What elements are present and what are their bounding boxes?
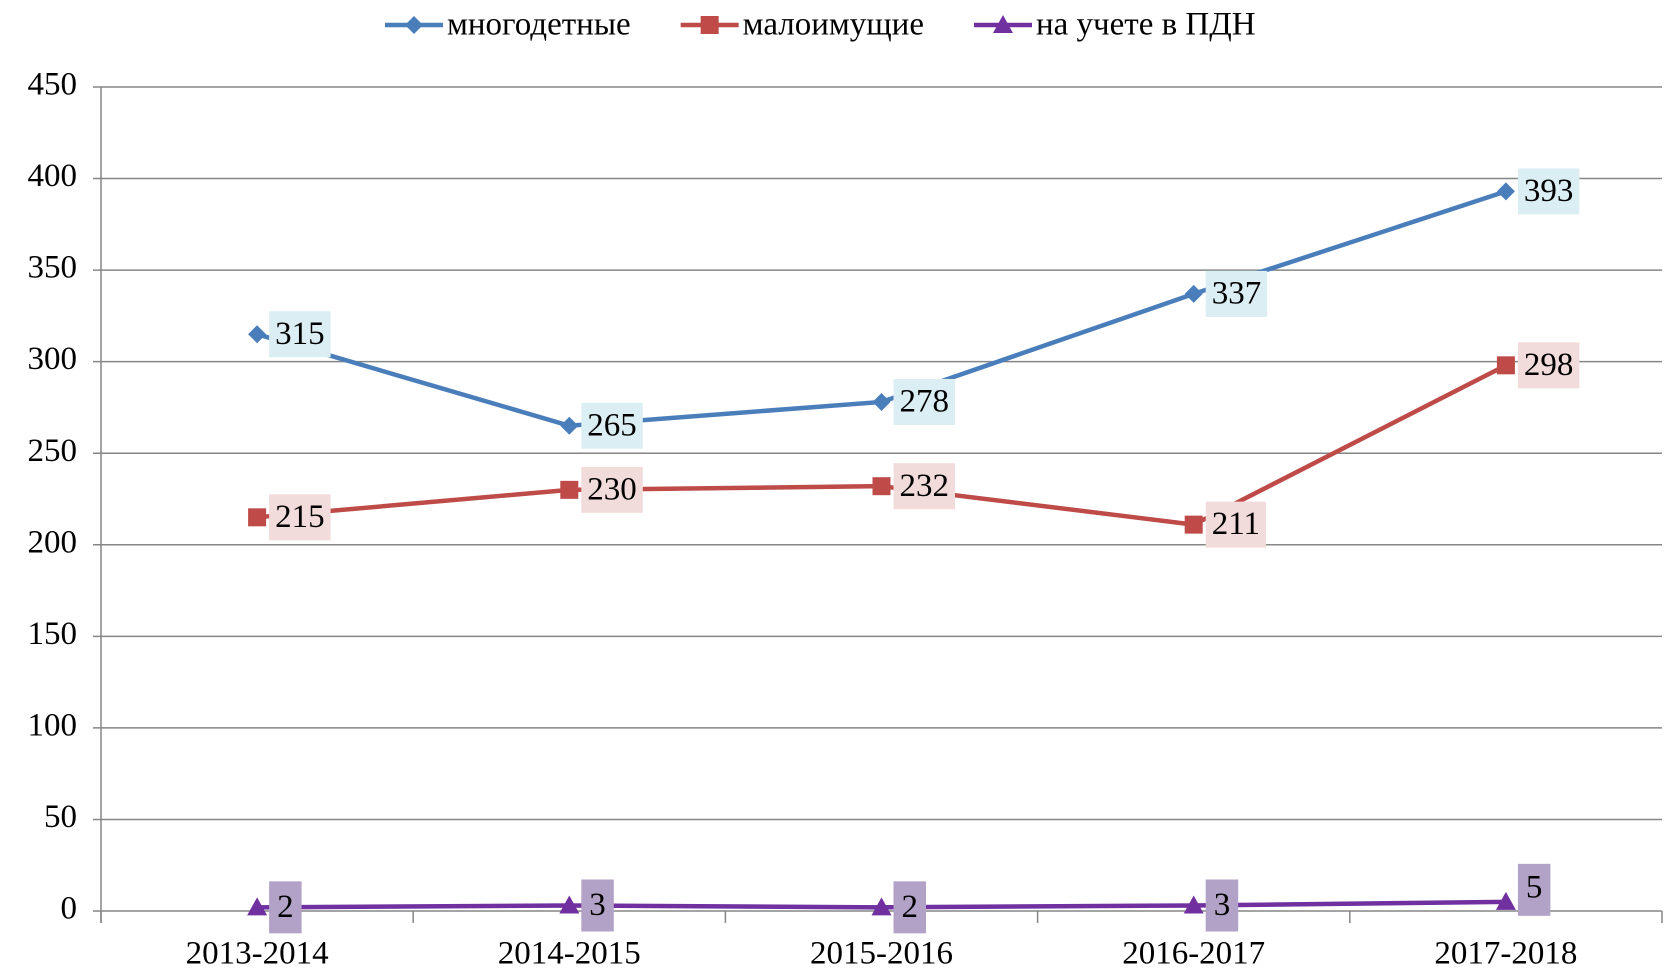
data-label-bg: [893, 881, 926, 934]
data-label-bg: [269, 311, 331, 358]
marker: [1496, 356, 1515, 375]
marker: [1183, 895, 1204, 914]
data-label: 3: [1214, 887, 1231, 923]
y-tick-label: 300: [28, 341, 78, 377]
data-label-group: 315: [269, 311, 331, 358]
marker: [1496, 182, 1515, 201]
data-label: 3: [589, 887, 606, 923]
data-label-group: 265: [581, 402, 643, 449]
data-label: 265: [587, 407, 637, 443]
data-label-group: 337: [1205, 270, 1268, 317]
data-label-group: 393: [1517, 168, 1580, 215]
legend-label: многодетные: [447, 7, 631, 43]
marker: [560, 416, 579, 435]
data-label: 298: [1524, 347, 1574, 383]
marker: [559, 895, 580, 914]
marker: [1184, 515, 1203, 534]
data-label-group: 2: [893, 881, 926, 934]
data-label-bg: [269, 494, 331, 541]
x-tick-label: 2015-2016: [810, 936, 953, 972]
marker: [1495, 891, 1516, 910]
data-label: 211: [1212, 506, 1260, 542]
data-label-group: 278: [893, 378, 955, 425]
y-tick-label: 150: [28, 616, 78, 652]
data-label-bg: [1205, 879, 1239, 932]
data-label: 337: [1212, 275, 1262, 311]
data-label-bg: [1517, 342, 1580, 389]
series-line: [256, 189, 1507, 429]
marker: [560, 480, 579, 499]
data-label: 315: [275, 316, 325, 352]
data-label-bg: [581, 879, 614, 932]
marker: [872, 392, 891, 411]
data-label-group: 215: [269, 494, 331, 541]
data-label-bg: [1517, 863, 1551, 916]
x-tick-label: 2016-2017: [1122, 936, 1265, 972]
data-label-group: 298: [1517, 342, 1580, 389]
data-label-bg: [893, 463, 955, 510]
data-label-group: 3: [581, 879, 614, 932]
data-label-bg: [581, 402, 643, 449]
data-label: 230: [587, 471, 637, 507]
x-tick-label: 2014-2015: [498, 936, 641, 972]
marker: [248, 508, 267, 527]
data-label: 232: [900, 468, 950, 504]
data-label-group: 230: [581, 466, 643, 513]
y-tick-label: 400: [28, 158, 78, 194]
x-tick-label: 2013-2014: [186, 936, 329, 972]
data-label: 393: [1524, 173, 1574, 209]
marker: [872, 477, 891, 496]
y-tick-label: 200: [28, 524, 78, 560]
data-label-bg: [1205, 501, 1266, 548]
y-tick-label: 0: [61, 891, 78, 927]
marker: [405, 16, 423, 34]
data-label: 2: [277, 889, 294, 925]
data-label-bg: [581, 466, 643, 513]
y-tick-label: 250: [28, 433, 78, 469]
data-label-group: 5: [1517, 863, 1551, 916]
data-label: 5: [1526, 869, 1543, 905]
data-label: 215: [275, 499, 325, 535]
marker: [247, 897, 268, 916]
y-tick-label: 100: [28, 707, 78, 743]
marker: [992, 15, 1013, 33]
data-label-bg: [893, 378, 955, 425]
marker: [248, 325, 267, 344]
marker: [1184, 284, 1203, 303]
data-label-group: 211: [1205, 501, 1266, 548]
data-label-group: 2: [269, 881, 302, 934]
y-tick-label: 350: [28, 250, 78, 286]
marker: [871, 897, 892, 916]
y-tick-label: 50: [44, 799, 77, 835]
data-label-bg: [1517, 168, 1580, 215]
data-label: 2: [902, 889, 919, 925]
data-label-bg: [1205, 270, 1268, 317]
x-tick-label: 2017-2018: [1434, 936, 1577, 972]
y-tick-label: 450: [28, 67, 78, 103]
data-label: 278: [900, 384, 950, 420]
data-label-group: 3: [1205, 879, 1239, 932]
marker: [700, 16, 719, 34]
legend-label: малоимущие: [743, 7, 924, 43]
legend-label: на учете в ПДН: [1036, 7, 1256, 43]
data-label-group: 232: [893, 463, 955, 510]
data-label-bg: [269, 881, 302, 934]
